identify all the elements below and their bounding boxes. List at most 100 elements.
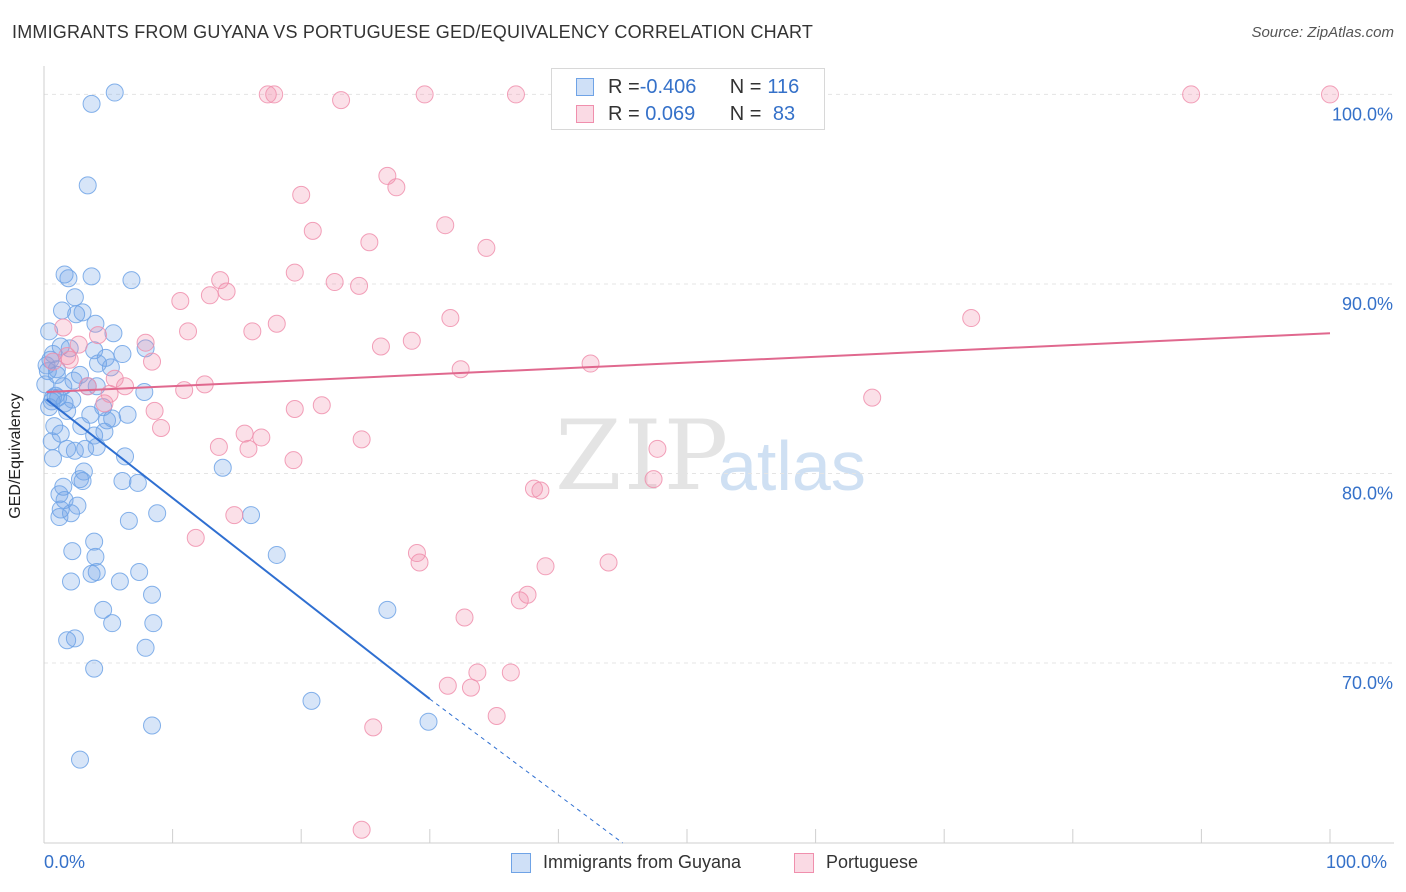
n-label: N = xyxy=(729,102,762,125)
data-point-portuguese xyxy=(265,85,284,104)
data-point-guyana xyxy=(104,324,123,343)
data-point-portuguese xyxy=(501,663,520,682)
data-point-guyana xyxy=(213,458,232,477)
data-point-guyana xyxy=(143,716,162,735)
data-point-guyana xyxy=(113,472,132,491)
data-point-portuguese xyxy=(225,506,244,525)
y-tick-label: 80.0% xyxy=(1342,483,1393,503)
data-point-guyana xyxy=(82,94,101,113)
data-point-guyana xyxy=(82,267,101,286)
data-point-guyana xyxy=(143,585,162,604)
data-point-guyana xyxy=(65,288,84,307)
data-point-guyana xyxy=(38,362,57,381)
data-point-portuguese xyxy=(171,291,190,310)
data-point-guyana xyxy=(119,511,138,530)
data-point-portuguese xyxy=(312,396,331,415)
y-tick-label: 100.0% xyxy=(1332,104,1393,124)
n-value: 116 xyxy=(767,75,800,98)
data-point-guyana xyxy=(65,629,84,648)
data-point-portuguese xyxy=(477,238,496,257)
data-point-guyana xyxy=(110,572,129,591)
data-point-guyana xyxy=(76,439,95,458)
data-point-portuguese xyxy=(350,276,369,295)
data-point-guyana xyxy=(51,500,70,519)
data-point-guyana xyxy=(128,473,147,492)
n-value: 83 xyxy=(767,102,796,125)
data-point-guyana xyxy=(122,271,141,290)
data-point-guyana xyxy=(86,314,105,333)
data-point-guyana xyxy=(85,532,104,551)
legend-swatch-guyana xyxy=(576,78,594,96)
data-point-guyana xyxy=(55,490,74,509)
data-point-portuguese xyxy=(95,394,114,413)
data-point-guyana xyxy=(116,447,135,466)
data-point-portuguese xyxy=(531,481,550,500)
data-point-guyana xyxy=(73,303,92,322)
data-point-portuguese xyxy=(410,553,429,572)
legend-item-guyana: Immigrants from Guyana xyxy=(511,852,741,873)
data-point-portuguese xyxy=(415,85,434,104)
y-tick-label: 70.0% xyxy=(1342,673,1393,693)
stats-legend: R = -0.406 N = 116 R = 0.069 N = 83 xyxy=(551,68,825,130)
data-point-portuguese xyxy=(371,337,390,356)
data-point-portuguese xyxy=(644,470,663,489)
data-point-portuguese xyxy=(292,185,311,204)
watermark-zip: ZIP xyxy=(555,400,731,512)
data-point-portuguese xyxy=(962,309,981,328)
data-point-portuguese xyxy=(441,309,460,328)
data-point-portuguese xyxy=(648,439,667,458)
trend-line-guyana-extrapolated xyxy=(429,698,623,844)
data-point-portuguese xyxy=(325,273,344,292)
data-point-portuguese xyxy=(352,430,371,449)
data-point-portuguese xyxy=(211,271,230,290)
r-label: R = xyxy=(608,75,640,98)
data-point-portuguese xyxy=(54,318,73,337)
data-point-portuguese xyxy=(510,591,529,610)
data-point-portuguese xyxy=(332,91,351,110)
data-point-portuguese xyxy=(487,707,506,726)
data-point-portuguese xyxy=(1182,85,1201,104)
data-point-guyana xyxy=(73,472,92,491)
x-tick-label-min: 0.0% xyxy=(44,852,86,872)
data-point-guyana xyxy=(42,432,61,451)
data-point-guyana xyxy=(267,545,286,564)
data-point-portuguese xyxy=(581,354,600,373)
data-point-guyana xyxy=(101,358,120,377)
data-point-portuguese xyxy=(235,424,254,443)
data-point-guyana xyxy=(95,422,114,441)
data-point-portuguese xyxy=(152,418,171,437)
data-point-portuguese xyxy=(239,439,258,458)
legend-label-guyana: Immigrants from Guyana xyxy=(543,852,742,872)
legend-swatch-portuguese xyxy=(794,852,814,873)
stats-legend-row-guyana: R = -0.406 N = 116 xyxy=(552,73,799,101)
data-point-guyana xyxy=(87,437,106,456)
data-point-guyana xyxy=(71,470,90,489)
data-point-portuguese xyxy=(78,377,97,396)
r-value: -0.406 xyxy=(639,75,697,98)
data-point-guyana xyxy=(105,83,124,102)
data-point-portuguese xyxy=(387,178,406,197)
data-point-guyana xyxy=(44,449,63,468)
data-point-guyana xyxy=(81,405,100,424)
r-label: R = xyxy=(608,102,640,125)
data-point-portuguese xyxy=(451,360,470,379)
data-point-portuguese xyxy=(179,322,198,341)
data-point-guyana xyxy=(51,337,70,356)
legend-item-portuguese: Portuguese xyxy=(794,852,918,873)
data-point-guyana xyxy=(78,176,97,195)
data-point-portuguese xyxy=(364,718,383,737)
data-point-portuguese xyxy=(1321,85,1339,104)
data-point-portuguese xyxy=(863,388,882,407)
data-point-portuguese xyxy=(468,663,487,682)
data-point-guyana xyxy=(67,305,86,324)
source-label: Source: ZipAtlas.com xyxy=(1251,24,1394,41)
data-point-guyana xyxy=(136,638,155,657)
data-point-portuguese xyxy=(89,326,108,345)
data-point-guyana xyxy=(103,614,122,633)
data-point-portuguese xyxy=(175,381,194,400)
data-point-guyana xyxy=(242,506,261,525)
data-point-guyana xyxy=(45,417,64,436)
data-point-portuguese xyxy=(536,557,555,576)
data-point-guyana xyxy=(136,339,155,358)
data-point-portuguese xyxy=(267,314,286,333)
